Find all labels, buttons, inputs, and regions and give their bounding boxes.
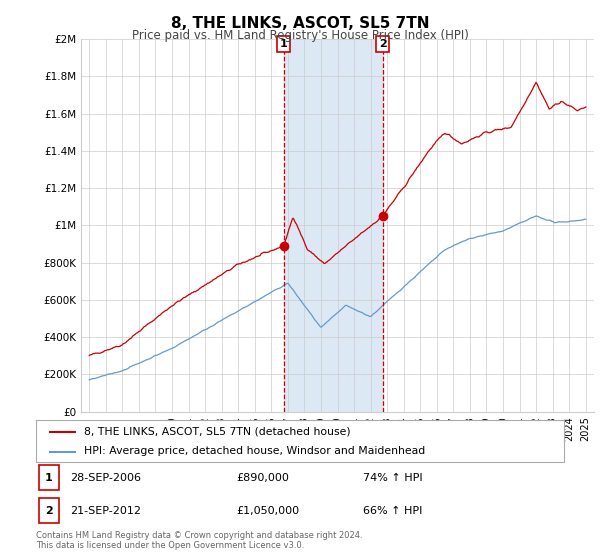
Text: 2: 2: [45, 506, 53, 516]
Text: 66% ↑ HPI: 66% ↑ HPI: [364, 506, 423, 516]
Text: 74% ↑ HPI: 74% ↑ HPI: [364, 473, 423, 483]
Text: HPI: Average price, detached house, Windsor and Maidenhead: HPI: Average price, detached house, Wind…: [83, 446, 425, 456]
FancyBboxPatch shape: [38, 465, 59, 490]
FancyBboxPatch shape: [38, 498, 59, 523]
Text: 28-SEP-2006: 28-SEP-2006: [70, 473, 142, 483]
Text: £1,050,000: £1,050,000: [236, 506, 300, 516]
Text: 8, THE LINKS, ASCOT, SL5 7TN (detached house): 8, THE LINKS, ASCOT, SL5 7TN (detached h…: [83, 427, 350, 437]
Text: 1: 1: [280, 39, 287, 49]
Text: This data is licensed under the Open Government Licence v3.0.: This data is licensed under the Open Gov…: [36, 541, 304, 550]
Text: 21-SEP-2012: 21-SEP-2012: [70, 506, 142, 516]
Text: 8, THE LINKS, ASCOT, SL5 7TN: 8, THE LINKS, ASCOT, SL5 7TN: [171, 16, 429, 31]
Text: £890,000: £890,000: [236, 473, 290, 483]
Text: Contains HM Land Registry data © Crown copyright and database right 2024.: Contains HM Land Registry data © Crown c…: [36, 531, 362, 540]
Text: 1: 1: [45, 473, 53, 483]
Bar: [284, 39, 383, 412]
Text: 2: 2: [379, 39, 386, 49]
Text: Price paid vs. HM Land Registry's House Price Index (HPI): Price paid vs. HM Land Registry's House …: [131, 29, 469, 42]
